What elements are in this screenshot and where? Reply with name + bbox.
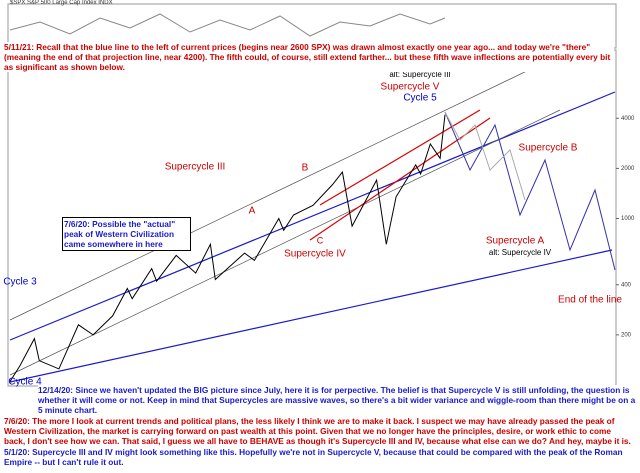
- annotation: Supercycle III: [165, 162, 226, 173]
- annotation: Cycle 4: [8, 377, 42, 388]
- channel-line: [9, 109, 561, 376]
- annotation: C: [317, 235, 324, 245]
- y-tick-label: 400: [621, 282, 632, 288]
- projection: [444, 111, 526, 201]
- projection: [444, 111, 616, 271]
- annotation: B: [302, 163, 309, 174]
- y-tick-label: 2000: [621, 166, 635, 172]
- annotation: Supercycle A: [486, 236, 545, 247]
- red-trend-line: [309, 117, 491, 241]
- header: $SPX S&P 500 Large Cap Index INDX: [10, 0, 113, 6]
- y-tick-label: 4000: [621, 116, 635, 122]
- oscillator: [9, 13, 446, 37]
- trend-line: [9, 249, 613, 383]
- price-line: [9, 114, 446, 382]
- note-dec: 12/14/20: Since we haven't updated the B…: [38, 385, 636, 415]
- note-may: 5/1/20: Supercycle III and IV might look…: [4, 447, 634, 467]
- note-top: 5/11/21: Recall that the blue line to th…: [4, 42, 614, 72]
- oscillator-panel: [7, 3, 617, 49]
- note-box: 7/6/20: Possible the "actual" peak of We…: [62, 217, 191, 251]
- y-tick-label: 1000: [621, 216, 635, 222]
- red-trend-line: [319, 109, 481, 206]
- annotation: A: [249, 206, 256, 217]
- annotation: Supercycle IV: [284, 249, 346, 260]
- annotation: Supercycle V: [381, 82, 440, 93]
- y-tick-label: 200: [621, 332, 632, 338]
- annotation: alt: Supercycle III: [389, 70, 450, 79]
- channel-line: [9, 54, 561, 321]
- annotation: Cycle 5: [403, 93, 437, 104]
- trend-line: [9, 91, 616, 341]
- annotation: End of the line: [558, 295, 622, 306]
- annotation: alt: Supercycle IV: [489, 248, 552, 257]
- annotation: Cycle 3: [3, 277, 37, 288]
- annotation: Supercycle B: [519, 143, 578, 154]
